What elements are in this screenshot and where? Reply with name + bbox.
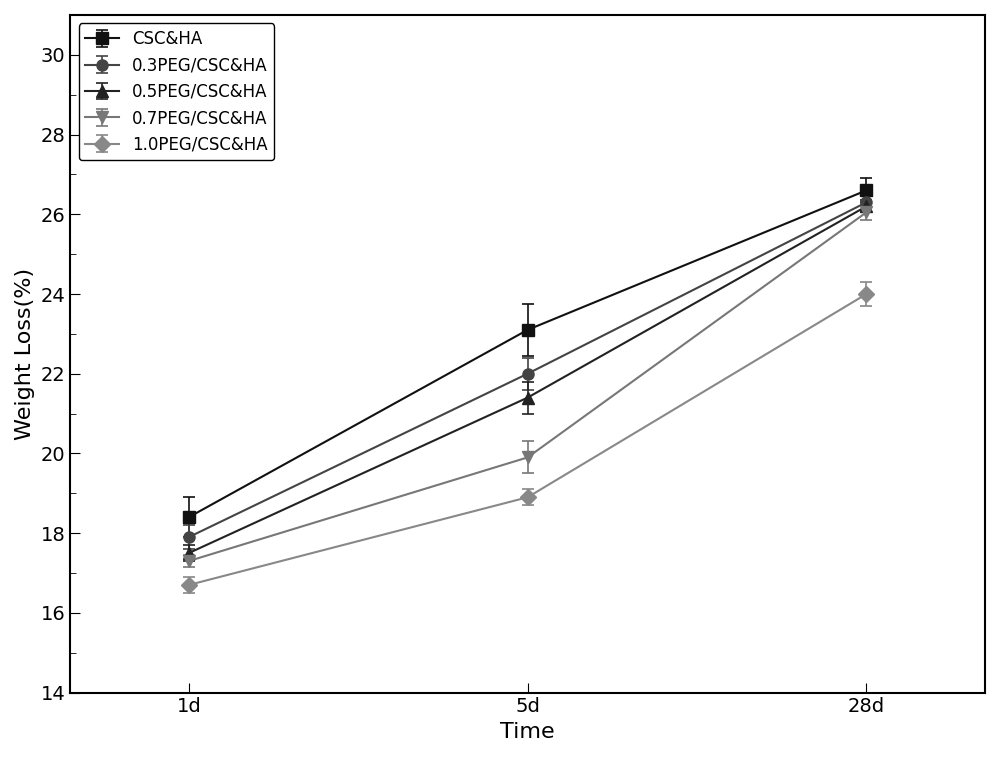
X-axis label: Time: Time — [500, 722, 555, 742]
Legend: CSC&HA, 0.3PEG/CSC&HA, 0.5PEG/CSC&HA, 0.7PEG/CSC&HA, 1.0PEG/CSC&HA: CSC&HA, 0.3PEG/CSC&HA, 0.5PEG/CSC&HA, 0.… — [78, 23, 274, 160]
Y-axis label: Weight Loss(%): Weight Loss(%) — [15, 268, 35, 440]
